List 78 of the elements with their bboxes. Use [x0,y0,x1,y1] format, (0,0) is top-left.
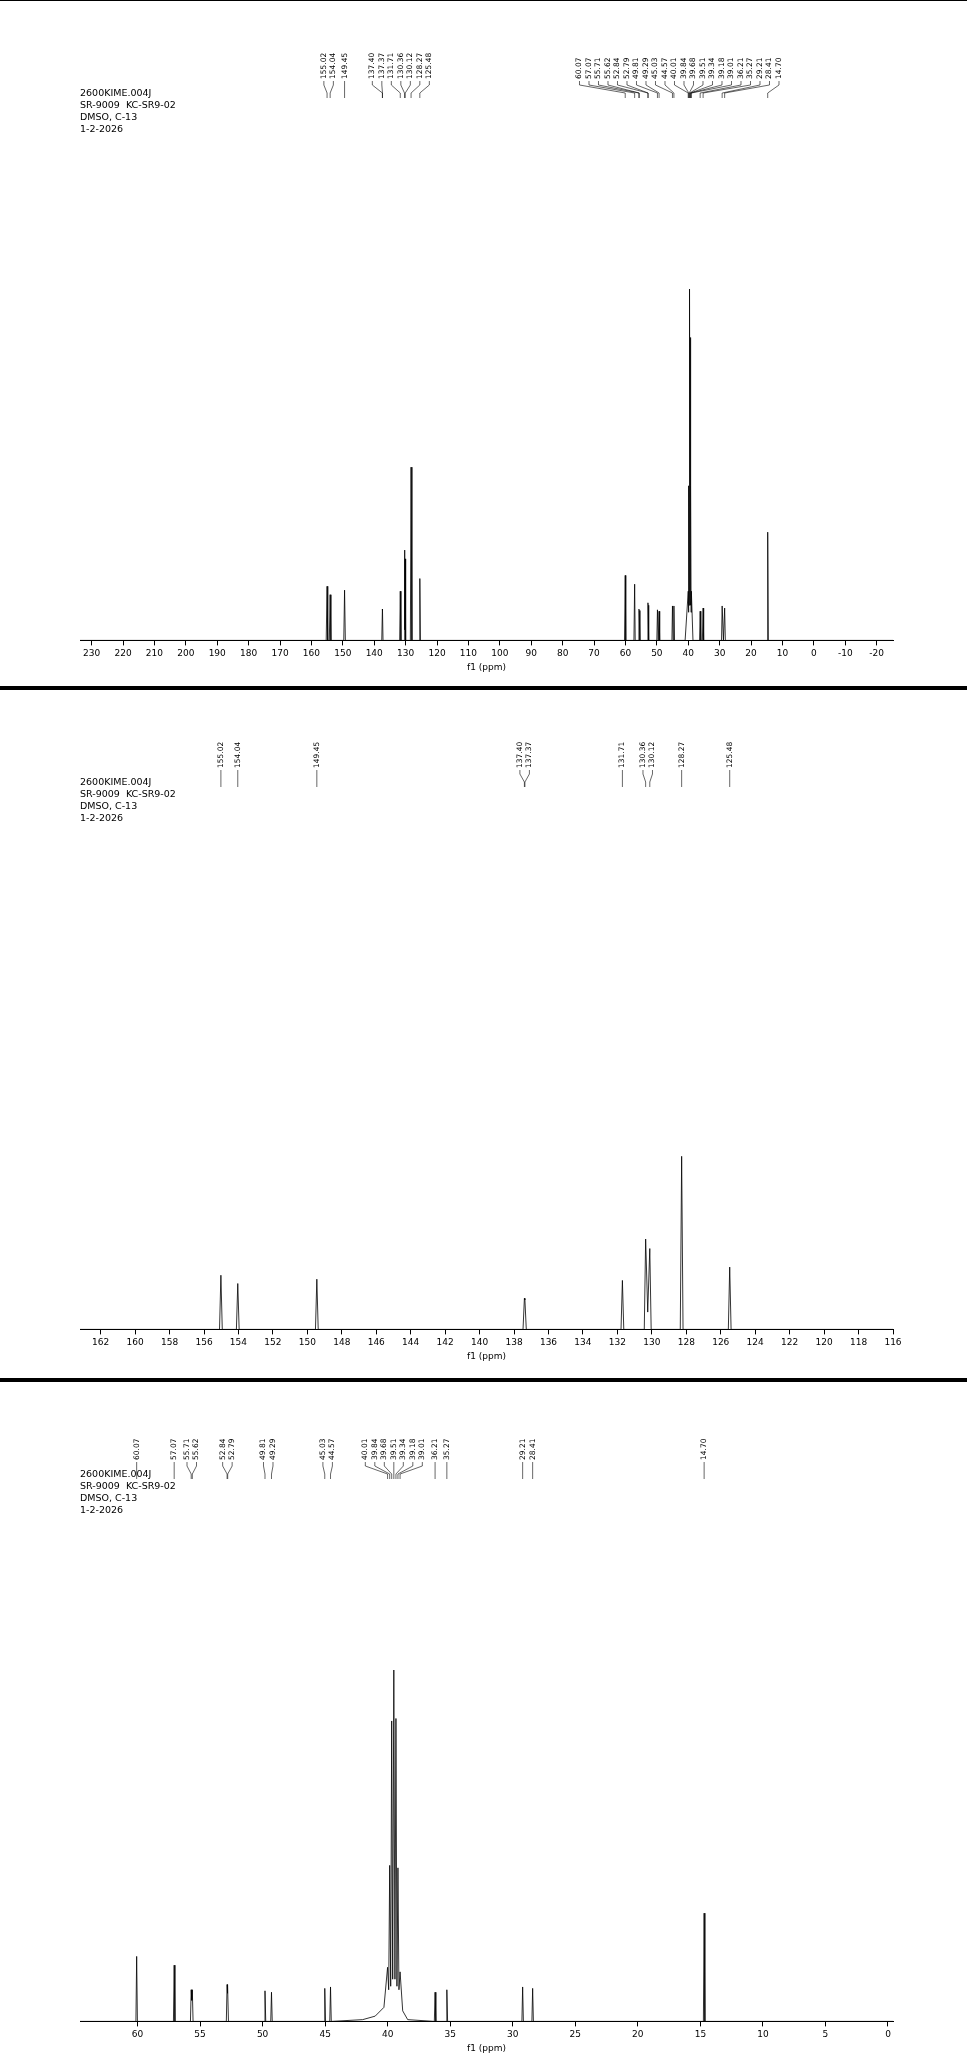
x-tick-label: 55 [194,2029,206,2040]
x-tick-label: 118 [849,1337,868,1348]
text: SR-9009 KC-SR9-02 [80,1480,176,1492]
x-tick-label: 120 [815,1337,833,1348]
x-tick-label: 25 [569,2029,582,2040]
x-tick-label: 50 [256,2029,269,2040]
x-tick-label: 126 [712,1337,730,1348]
x-tick-label: 50 [651,648,663,659]
x-tick-label: 220 [114,648,132,659]
x-axis-title: f1 (ppm) [467,2042,506,2053]
x-tick-label: 10 [776,648,789,659]
x-tick-label: 20 [745,648,758,659]
x-tick-label: 5 [822,2029,829,2040]
x-tick-label: 148 [333,1337,351,1348]
x-tick-label: 116 [884,1337,902,1348]
x-tick-label: 160 [302,648,321,659]
x-tick-label: 138 [505,1337,523,1348]
text: DMSO, C-13 [80,1492,139,1504]
x-tick-label: 132 [608,1337,626,1348]
x-axis-title: f1 (ppm) [467,661,506,672]
x-tick-label: 30 [713,648,726,659]
x-tick-label: 40 [682,648,695,659]
x-tick-label: 180 [240,648,258,659]
text: 2600KIME.004J [80,1468,153,1480]
x-tick-label: -10 [837,648,853,659]
x-tick-label: 146 [367,1337,386,1348]
x-tick-label: 128 [677,1337,696,1348]
text: 2600KIME.004J [80,87,153,99]
x-tick-label: 140 [471,1337,489,1348]
x-tick-label: 110 [459,648,478,659]
x-axis-title: f1 (ppm) [467,1350,506,1361]
text: 1-2-2026 [80,812,125,824]
x-tick-label: 30 [507,2029,519,2040]
x-tick-label: 70 [588,648,601,659]
text: DMSO, C-13 [80,800,139,812]
x-tick-label: 40 [381,2029,394,2040]
x-tick-label: 150 [298,1337,317,1348]
x-tick-label: 160 [126,1337,144,1348]
x-tick-label: 156 [195,1337,213,1348]
x-tick-label: 35 [444,2029,456,2040]
x-tick-label: 15 [694,2029,707,2040]
x-tick-label: 124 [746,1337,765,1348]
x-tick-label: -20 [869,648,885,659]
x-tick-label: 136 [539,1337,558,1348]
x-tick-label: 158 [160,1337,179,1348]
x-tick-label: 140 [365,648,384,659]
x-tick-label: 150 [334,648,352,659]
x-tick-label: 130 [397,648,415,659]
x-tick-label: 210 [145,648,164,659]
x-tick-label: 0 [811,648,817,659]
text: 1-2-2026 [80,1504,125,1516]
x-tick-label: 80 [556,648,569,659]
x-tick-label: 162 [92,1337,110,1348]
x-tick-label: 20 [632,2029,644,2040]
x-tick-label: 120 [428,648,446,659]
x-tick-label: 142 [436,1337,454,1348]
x-tick-label: 200 [177,648,195,659]
text: DMSO, C-13 [80,111,139,123]
x-tick-label: 60 [619,648,632,659]
x-tick-label: 134 [574,1337,592,1348]
text: SR-9009 KC-SR9-02 [80,99,176,111]
x-tick-label: 190 [208,648,227,659]
text: 1-2-2026 [80,123,125,135]
x-tick-label: 90 [525,648,538,659]
x-tick-label: 60 [131,2029,144,2040]
x-tick-label: 144 [402,1337,420,1348]
x-tick-label: 10 [757,2029,769,2040]
x-tick-label: 130 [643,1337,661,1348]
text: SR-9009 KC-SR9-02 [80,788,176,800]
x-tick-label: 230 [83,648,101,659]
x-tick-label: 45 [319,2029,331,2040]
x-tick-label: 154 [229,1337,248,1348]
x-tick-label: 122 [781,1337,799,1348]
text: 2600KIME.004J [80,776,153,788]
x-tick-label: 0 [885,2029,892,2040]
x-tick-label: 170 [271,648,289,659]
x-tick-label: 100 [491,648,509,659]
x-tick-label: 152 [264,1337,282,1348]
